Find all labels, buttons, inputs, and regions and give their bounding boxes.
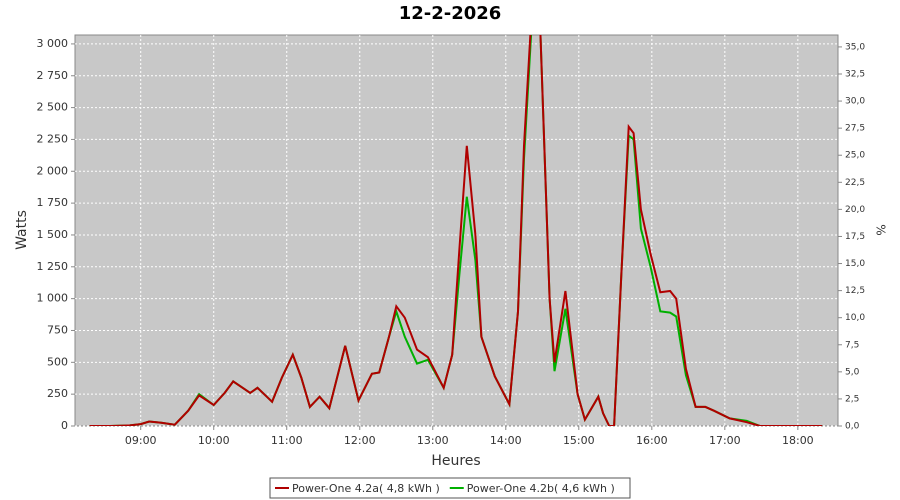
legend-label: Power-One 4.2b( 4,6 kWh ) — [467, 482, 615, 495]
chart-title: 12-2-2026 — [399, 3, 502, 24]
y2-tick-label: 17,5 — [845, 232, 865, 242]
y2-tick-label: 32,5 — [845, 69, 865, 79]
series-line — [89, 35, 823, 426]
y-tick-label: 2 500 — [37, 101, 69, 114]
y-tick-label: 500 — [47, 355, 68, 368]
y2-tick-label: 10,0 — [845, 313, 865, 323]
y-tick-label: 1 250 — [37, 260, 69, 273]
x-tick-label: 12:00 — [344, 434, 376, 447]
y2-tick-label: 12,5 — [845, 286, 865, 296]
x-tick-label: 09:00 — [125, 434, 157, 447]
x-tick-label: 18:00 — [782, 434, 814, 447]
y-tick-label: 1 750 — [37, 196, 69, 209]
x-tick-label: 17:00 — [709, 434, 741, 447]
y-tick-label: 0 — [61, 419, 68, 432]
y2-tick-label: 25,0 — [845, 151, 865, 161]
y-tick-label: 250 — [47, 387, 68, 400]
legend-label: Power-One 4.2a( 4,8 kWh ) — [292, 482, 440, 495]
y2-tick-label: 22,5 — [845, 178, 865, 188]
x-tick-label: 11:00 — [271, 434, 303, 447]
y2-axis-label: % — [874, 224, 888, 235]
y2-tick-label: 2,5 — [845, 394, 859, 404]
y-tick-label: 2 250 — [37, 132, 69, 145]
x-tick-label: 10:00 — [198, 434, 230, 447]
y-tick-label: 1 500 — [37, 228, 69, 241]
y2-tick-label: 5,0 — [845, 367, 860, 377]
y2-tick-label: 35,0 — [845, 42, 865, 52]
y2-tick-label: 7,5 — [845, 340, 859, 350]
y-tick-label: 2 750 — [37, 69, 69, 82]
y2-tick-label: 30,0 — [845, 97, 865, 107]
plot-area — [74, 34, 839, 427]
y-axis-label: Watts — [14, 210, 30, 250]
y2-tick-label: 20,0 — [845, 205, 865, 215]
y-tick-label: 2 000 — [37, 164, 69, 177]
y2-tick-label: 15,0 — [845, 259, 865, 269]
y-tick-label: 1 000 — [37, 292, 69, 305]
y2-tick-label: 27,5 — [845, 124, 865, 134]
y-tick-label: 3 000 — [37, 37, 69, 50]
x-axis-label: Heures — [431, 453, 480, 469]
y2-tick-label: 0,0 — [845, 422, 860, 432]
x-tick-label: 14:00 — [490, 434, 522, 447]
x-tick-label: 13:00 — [417, 434, 449, 447]
y-tick-label: 750 — [47, 323, 68, 336]
x-tick-label: 16:00 — [636, 434, 668, 447]
lines — [89, 35, 823, 426]
x-tick-label: 15:00 — [563, 434, 595, 447]
